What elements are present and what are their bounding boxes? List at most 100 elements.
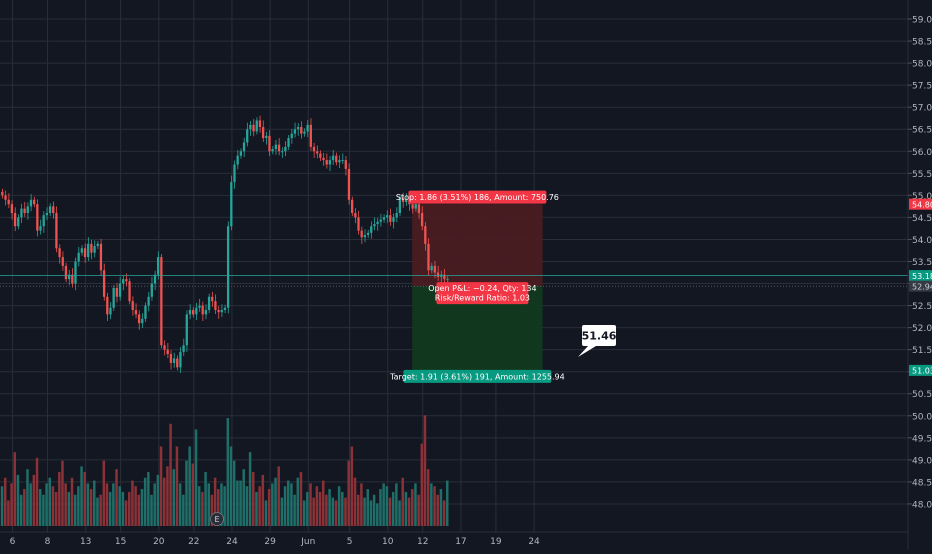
volume-bar <box>239 480 242 526</box>
volume-bar <box>376 503 379 526</box>
candle-body <box>74 261 77 284</box>
target-price-tag[interactable]: 51.03 <box>909 364 932 376</box>
volume-bar <box>140 489 144 526</box>
hover-callout-text: 51.46 <box>582 330 617 343</box>
volume-bar <box>242 469 245 526</box>
time-tick-label: 10 <box>382 537 394 547</box>
candle-body <box>33 199 36 205</box>
price-tick-label: 52.00 <box>912 324 932 334</box>
candle-body <box>42 215 45 227</box>
price-tick-label: 50.00 <box>912 412 932 422</box>
candle-body <box>99 243 103 271</box>
price-tick-label: 49.00 <box>912 456 932 466</box>
candle-body <box>354 212 357 218</box>
volume-bar <box>423 415 427 526</box>
volume-bar <box>252 472 255 526</box>
candle-body <box>296 127 300 130</box>
candle-body <box>268 135 271 152</box>
volume-bar <box>334 500 338 526</box>
stop-price-tag[interactable]: 54.80 <box>909 198 932 210</box>
candle-body <box>405 199 408 202</box>
price-tick-label: 49.50 <box>912 434 932 444</box>
volume-bar <box>379 489 382 526</box>
candle-body <box>414 204 417 209</box>
hover-callout-pointer <box>578 346 596 357</box>
volume-bar <box>226 418 230 526</box>
candle-body <box>93 246 96 253</box>
candle-body <box>325 160 328 165</box>
volume-bar <box>388 497 392 526</box>
candle-body <box>395 212 398 218</box>
candle-body <box>71 274 74 284</box>
volume-bar <box>86 483 90 526</box>
time-tick-label: 20 <box>153 537 165 547</box>
stop-price-tag-bg[interactable] <box>909 198 932 210</box>
entry-price-tag-bg[interactable] <box>909 280 932 292</box>
hover-callout-bg[interactable] <box>582 325 616 346</box>
price-tick-label: 58.00 <box>912 60 932 70</box>
volume-bar <box>35 457 39 526</box>
chart-markers[interactable]: 51.46 E <box>210 325 617 526</box>
candle-body <box>207 296 211 310</box>
stop-label-bg[interactable] <box>408 190 547 204</box>
pnl-label-bg[interactable] <box>436 282 529 305</box>
price-axis[interactable]: 59.00 58.50 58.00 57.50 57.00 56.50 56.00 55.50… <box>907 0 932 550</box>
volume-bar <box>382 483 385 526</box>
volume-bar <box>7 500 10 526</box>
price-tick-label: 48.00 <box>912 500 932 510</box>
candle-body <box>277 144 281 152</box>
price-tick-label: 55.00 <box>912 192 932 202</box>
volume-bar <box>344 497 347 526</box>
position-labels[interactable]: Stop: 1.86 (3.51%) 186, Amount: 750.76 Ta… <box>389 190 565 383</box>
volume-bar <box>108 491 112 526</box>
volume-bar <box>121 491 125 526</box>
current-price-tag-bg[interactable] <box>909 270 932 282</box>
entry-price-tag[interactable]: 52.94 <box>909 280 932 292</box>
candle-body <box>246 129 249 143</box>
candle-body <box>411 204 414 209</box>
volume-bar <box>267 489 271 526</box>
volume-bar <box>54 491 58 526</box>
time-axis[interactable]: 6 8 13 15 20 22 24 29 Jun 5 10 12 17 19 24 <box>0 531 908 547</box>
candle-body <box>36 204 39 231</box>
candle-body <box>192 309 195 315</box>
candle-body <box>401 197 405 202</box>
earnings-icon[interactable] <box>210 512 224 526</box>
volume-bar <box>347 460 350 526</box>
candle-body <box>176 358 179 368</box>
price-tick-label: 59.00 <box>912 16 932 26</box>
target-label-text: Target: 1.91 (3.61%) 191, Amount: 1255.9… <box>389 372 565 381</box>
price-tick-label: 57.00 <box>912 104 932 114</box>
candle-body <box>17 217 20 227</box>
volume-bar <box>77 486 80 526</box>
volume-bar <box>248 452 252 526</box>
risk-zone[interactable] <box>412 204 543 287</box>
candle-body <box>261 127 265 139</box>
target-label[interactable]: Target: 1.91 (3.61%) 191, Amount: 1255.9… <box>389 369 565 383</box>
volume-bar <box>153 483 156 526</box>
volume-bar <box>169 423 172 526</box>
candle-body <box>166 349 169 355</box>
candle-body <box>201 305 204 315</box>
target-price-tag-bg[interactable] <box>909 364 932 376</box>
target-label-bg[interactable] <box>403 369 552 383</box>
candle-body <box>239 151 242 156</box>
current-price-tag[interactable]: 53.18 <box>909 270 932 282</box>
volume-bar <box>442 500 446 526</box>
candle-body <box>10 204 14 213</box>
hover-price-callout[interactable]: 51.46 <box>578 325 617 357</box>
candle-body <box>131 301 134 310</box>
candle-body <box>287 138 290 147</box>
candle-body <box>370 226 373 233</box>
candle-body <box>169 354 173 363</box>
stop-label[interactable]: Stop: 1.86 (3.51%) 186, Amount: 750.76 <box>396 190 559 204</box>
volume-bar <box>204 472 207 526</box>
target-price-tag-text: 51.03 <box>912 367 932 376</box>
earnings-marker[interactable]: E <box>210 512 224 526</box>
candles <box>1 115 449 374</box>
candle-body <box>389 215 392 222</box>
candle-body <box>90 243 93 253</box>
